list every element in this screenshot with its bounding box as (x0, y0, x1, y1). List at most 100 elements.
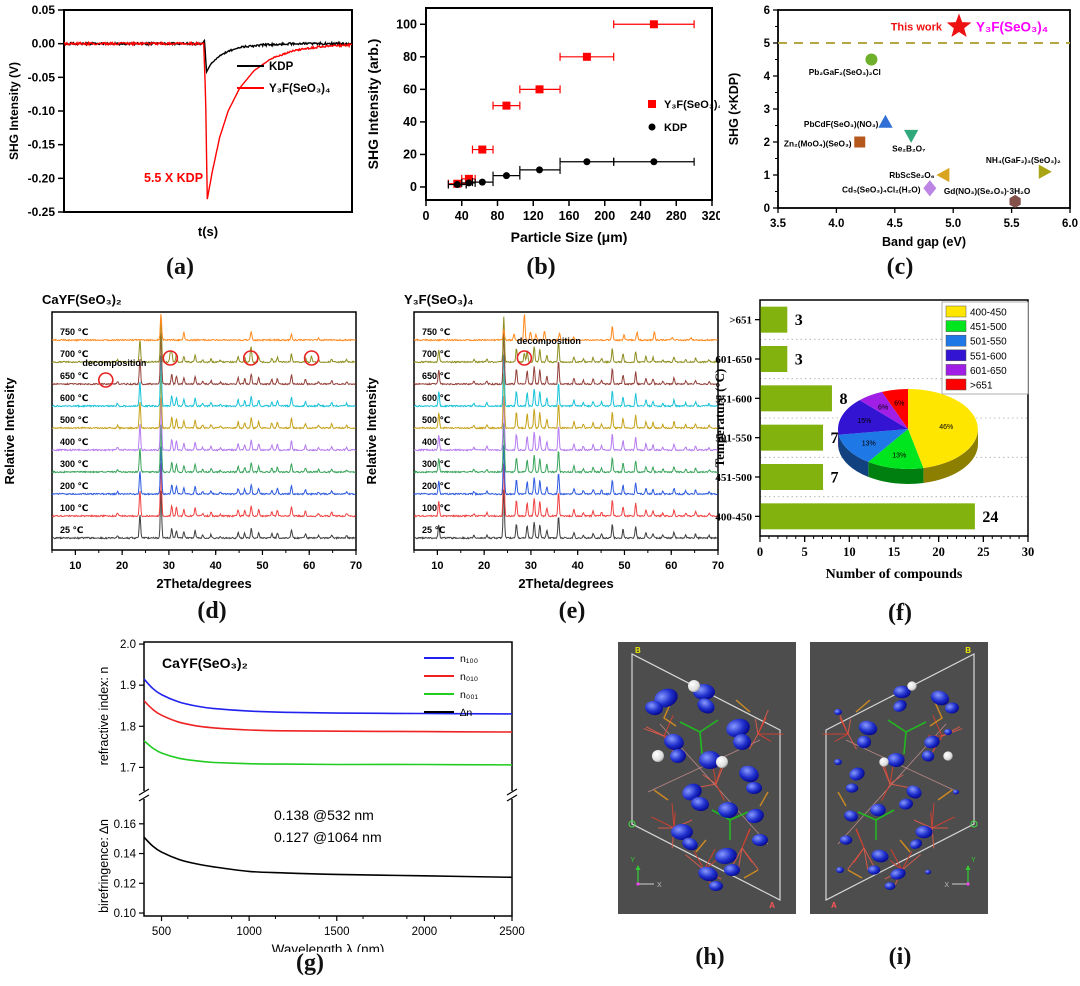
svg-text:2Theta/degrees: 2Theta/degrees (518, 576, 613, 591)
svg-text:3: 3 (764, 104, 770, 116)
svg-text:601-650: 601-650 (970, 366, 1007, 377)
svg-text:5.5: 5.5 (1004, 218, 1021, 230)
svg-text:120: 120 (523, 209, 544, 223)
svg-text:80: 80 (491, 209, 505, 223)
svg-text:70: 70 (712, 560, 724, 572)
svg-text:6%: 6% (878, 404, 888, 411)
chart-f-thermal-stability-bars: 0 5 10 15 20 25 30 Number of compounds Temperatu… (712, 299, 1035, 582)
svg-text:-0.05: -0.05 (28, 70, 56, 84)
svg-text:birefringence: ∆n: birefringence: ∆n (97, 819, 111, 913)
svg-text:13%: 13% (892, 452, 906, 459)
svg-text:CaYF(SeO₃)₂: CaYF(SeO₃)₂ (162, 655, 248, 671)
svg-text:0.05: 0.05 (32, 3, 56, 17)
svg-text:25 ℃: 25 ℃ (422, 525, 446, 535)
svg-text:B: B (965, 646, 971, 655)
svg-text:Y₃F(SeO₃)₄: Y₃F(SeO₃)₄ (404, 292, 474, 307)
svg-text:7: 7 (831, 470, 839, 487)
svg-text:600 ℃: 600 ℃ (422, 393, 451, 403)
svg-text:4: 4 (764, 71, 771, 83)
svg-text:6: 6 (764, 5, 770, 17)
svg-text:400 ℃: 400 ℃ (60, 437, 89, 447)
svg-text:0.12: 0.12 (114, 878, 136, 890)
svg-text:0.16: 0.16 (114, 819, 136, 831)
svg-text:46%: 46% (939, 424, 953, 431)
svg-text:decomposition: decomposition (517, 336, 581, 346)
svg-text:20: 20 (478, 560, 490, 572)
svg-text:60: 60 (403, 82, 417, 96)
caption-d: (d) (197, 598, 227, 624)
svg-text:CaYF(SeO₃)₂: CaYF(SeO₃)₂ (42, 292, 122, 307)
svg-text:400 ℃: 400 ℃ (422, 437, 451, 447)
svg-text:650 ℃: 650 ℃ (422, 371, 451, 381)
svg-text:This work: This work (891, 22, 943, 34)
svg-text:650 ℃: 650 ℃ (60, 371, 89, 381)
svg-text:5: 5 (764, 38, 771, 50)
svg-text:100: 100 (396, 17, 417, 31)
svg-text:10: 10 (431, 560, 443, 572)
svg-text:0.00: 0.00 (32, 37, 56, 51)
svg-text:750 ℃: 750 ℃ (60, 327, 89, 337)
svg-text:24: 24 (982, 509, 998, 526)
svg-text:601-650: 601-650 (715, 354, 752, 366)
svg-text:200: 200 (594, 209, 615, 223)
svg-text:refractive index: n: refractive index: n (97, 667, 111, 766)
svg-text:Y₃F(SeO₃)₄: Y₃F(SeO₃)₄ (269, 83, 330, 95)
svg-text:>651: >651 (729, 315, 752, 327)
svg-text:100 ℃: 100 ℃ (422, 503, 451, 513)
svg-text:5.5 X KDP: 5.5 X KDP (144, 171, 203, 185)
svg-text:20: 20 (932, 545, 945, 559)
svg-text:2: 2 (764, 137, 770, 149)
chart-g-refractive-index: 500 1000 1500 2000 2500 1.7 1.8 1.9 2.0 0.10 0.12 0… (97, 639, 525, 952)
svg-text:240: 240 (630, 209, 651, 223)
svg-text:-0.10: -0.10 (28, 104, 56, 118)
svg-text:451-500: 451-500 (715, 472, 752, 484)
svg-text:280: 280 (666, 209, 687, 223)
svg-text:40: 40 (572, 560, 584, 572)
svg-text:60: 60 (665, 560, 677, 572)
svg-text:500 ℃: 500 ℃ (422, 415, 451, 425)
svg-text:1.8: 1.8 (120, 721, 136, 733)
svg-text:750 ℃: 750 ℃ (422, 327, 451, 337)
svg-text:10: 10 (69, 560, 81, 572)
svg-text:30: 30 (525, 560, 537, 572)
svg-text:3.5: 3.5 (770, 218, 787, 230)
svg-text:∆n: ∆n (460, 707, 472, 719)
svg-text:n₀₁₀: n₀₁₀ (460, 671, 478, 683)
svg-text:5: 5 (802, 545, 808, 559)
svg-text:700 ℃: 700 ℃ (422, 349, 451, 359)
svg-text:10: 10 (843, 545, 856, 559)
svg-text:0.10: 0.10 (114, 908, 136, 920)
svg-text:60: 60 (303, 560, 315, 572)
svg-text:551-600: 551-600 (715, 393, 752, 405)
svg-text:500 ℃: 500 ℃ (60, 415, 89, 425)
svg-text:0: 0 (423, 209, 430, 223)
svg-text:80: 80 (403, 50, 417, 64)
svg-text:2Theta/degrees: 2Theta/degrees (156, 576, 251, 591)
svg-text:501-550: 501-550 (970, 337, 1007, 348)
svg-text:1.7: 1.7 (120, 762, 136, 774)
svg-text:Zn₂(MoO₄)(SeO₃): Zn₂(MoO₄)(SeO₃) (784, 139, 852, 149)
svg-text:A: A (769, 901, 775, 910)
svg-text:400-450: 400-450 (970, 308, 1007, 319)
svg-text:decomposition: decomposition (82, 358, 146, 368)
svg-text:Se₂B₂O₇: Se₂B₂O₇ (892, 144, 925, 154)
chart-d-xrd-cayf: CaYF(SeO₃)₂ 10 20 30 40 50 60 70 2Theta/degrees R… (2, 292, 362, 591)
svg-text:200 ℃: 200 ℃ (422, 481, 451, 491)
svg-text:-0.20: -0.20 (28, 171, 56, 185)
svg-text:2.0: 2.0 (120, 639, 136, 651)
svg-text:SHG (×KDP): SHG (×KDP) (727, 73, 741, 146)
svg-text:400-450: 400-450 (715, 511, 752, 523)
svg-text:2000: 2000 (412, 926, 438, 938)
svg-text:n₀₀₁: n₀₀₁ (460, 689, 479, 701)
svg-text:300 ℃: 300 ℃ (60, 459, 89, 469)
svg-text:2500: 2500 (499, 926, 525, 938)
svg-text:6%: 6% (894, 401, 904, 408)
caption-h: (h) (695, 944, 725, 970)
svg-text:1: 1 (764, 170, 771, 182)
svg-text:3: 3 (795, 312, 803, 329)
svg-text:n₁₀₀: n₁₀₀ (460, 653, 478, 665)
svg-text:Y₃F(SeO₃)₄: Y₃F(SeO₃)₄ (976, 20, 1048, 35)
svg-text:0: 0 (764, 203, 770, 215)
svg-text:30: 30 (1022, 545, 1035, 559)
